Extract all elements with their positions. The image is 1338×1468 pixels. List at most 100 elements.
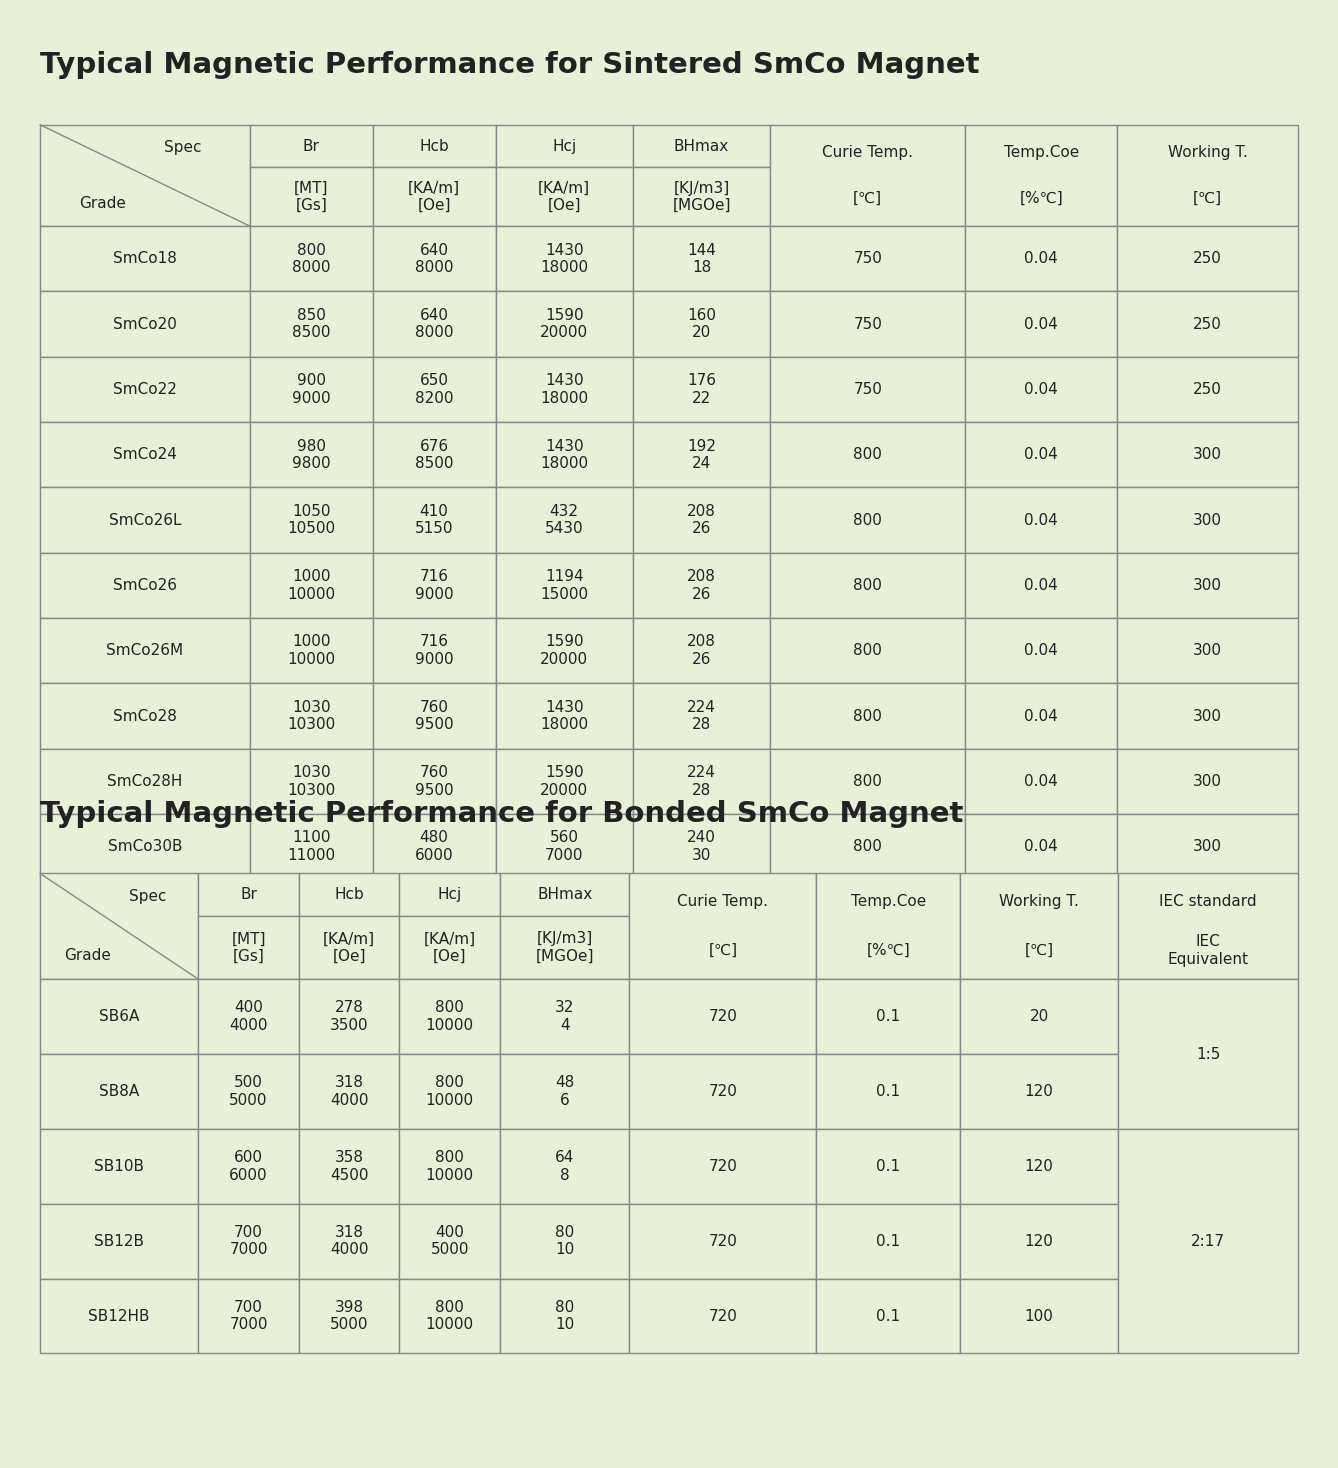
Text: Hcj: Hcj xyxy=(553,138,577,154)
Text: 120: 120 xyxy=(1025,1233,1053,1249)
Text: 800
10000: 800 10000 xyxy=(425,1149,474,1183)
Text: 1590
20000: 1590 20000 xyxy=(541,308,589,341)
Text: 800: 800 xyxy=(854,840,882,854)
Text: 980
9800: 980 9800 xyxy=(292,439,330,471)
Text: 700
7000: 700 7000 xyxy=(229,1224,268,1258)
Bar xyxy=(771,291,965,357)
Text: 398
5000: 398 5000 xyxy=(330,1299,368,1333)
Text: Br: Br xyxy=(302,138,320,154)
Text: 432
5430: 432 5430 xyxy=(545,504,583,536)
Bar xyxy=(965,291,1117,357)
Text: 240
30: 240 30 xyxy=(688,831,716,863)
Text: SmCo26L: SmCo26L xyxy=(108,512,181,527)
Text: 1194
15000: 1194 15000 xyxy=(541,570,589,602)
Text: 300: 300 xyxy=(1193,643,1222,658)
Bar xyxy=(771,683,965,749)
Bar xyxy=(495,683,633,749)
Text: 750: 750 xyxy=(854,317,882,332)
Bar xyxy=(816,1129,961,1204)
Bar xyxy=(965,552,1117,618)
Bar xyxy=(495,813,633,879)
Bar xyxy=(961,1054,1119,1129)
Text: 716
9000: 716 9000 xyxy=(415,570,454,602)
Text: 64
8: 64 8 xyxy=(555,1149,574,1183)
Text: 800: 800 xyxy=(854,448,882,462)
Text: 300: 300 xyxy=(1193,512,1222,527)
Bar xyxy=(1117,749,1298,813)
Text: 100: 100 xyxy=(1025,1308,1053,1324)
Bar xyxy=(373,167,495,226)
Text: 278
3500: 278 3500 xyxy=(330,1000,368,1033)
Bar xyxy=(495,226,633,291)
Bar xyxy=(633,618,771,683)
Bar xyxy=(633,357,771,421)
Text: BHmax: BHmax xyxy=(674,138,729,154)
Bar xyxy=(40,813,250,879)
Bar xyxy=(633,167,771,226)
Bar xyxy=(250,552,373,618)
Text: 208
26: 208 26 xyxy=(688,634,716,666)
Text: 0.04: 0.04 xyxy=(1025,643,1058,658)
Bar xyxy=(965,421,1117,487)
Text: 800: 800 xyxy=(854,709,882,724)
Bar xyxy=(250,125,373,167)
Text: SmCo24: SmCo24 xyxy=(112,448,177,462)
Bar xyxy=(198,1204,298,1279)
Text: SmCo20: SmCo20 xyxy=(112,317,177,332)
Bar xyxy=(250,421,373,487)
Text: 676
8500: 676 8500 xyxy=(415,439,454,471)
Text: SmCo28: SmCo28 xyxy=(112,709,177,724)
Bar xyxy=(40,749,250,813)
Text: 600
6000: 600 6000 xyxy=(229,1149,268,1183)
Bar xyxy=(771,618,965,683)
Text: Grade: Grade xyxy=(64,948,111,963)
Bar xyxy=(40,1279,198,1353)
Bar xyxy=(1117,552,1298,618)
Bar xyxy=(373,291,495,357)
Bar xyxy=(961,1204,1119,1279)
Bar xyxy=(495,357,633,421)
Bar xyxy=(771,125,965,226)
Bar xyxy=(633,813,771,879)
Bar xyxy=(633,421,771,487)
Bar xyxy=(961,873,1119,979)
Bar xyxy=(816,1279,961,1353)
Text: IEC
Equivalent: IEC Equivalent xyxy=(1168,935,1248,967)
Bar xyxy=(1117,357,1298,421)
Text: 1:5: 1:5 xyxy=(1196,1047,1220,1061)
Text: 480
6000: 480 6000 xyxy=(415,831,454,863)
Text: 1050
10500: 1050 10500 xyxy=(288,504,336,536)
Bar xyxy=(495,487,633,552)
Text: Typical Magnetic Performance for Sintered SmCo Magnet: Typical Magnetic Performance for Sintere… xyxy=(40,51,979,79)
Text: SmCo30B: SmCo30B xyxy=(107,840,182,854)
Bar xyxy=(1117,291,1298,357)
Bar xyxy=(373,125,495,167)
Bar xyxy=(495,291,633,357)
Text: SmCo26: SmCo26 xyxy=(112,578,177,593)
Text: 250: 250 xyxy=(1193,382,1222,396)
Text: 750: 750 xyxy=(854,251,882,266)
Text: 410
5150: 410 5150 xyxy=(415,504,454,536)
Text: SB6A: SB6A xyxy=(99,1009,139,1025)
Text: 400
5000: 400 5000 xyxy=(431,1224,470,1258)
Bar xyxy=(771,552,965,618)
Bar xyxy=(1117,125,1298,226)
Text: IEC standard: IEC standard xyxy=(1159,894,1256,910)
Bar xyxy=(373,421,495,487)
Bar xyxy=(500,916,629,979)
Text: 208
26: 208 26 xyxy=(688,504,716,536)
Bar xyxy=(633,683,771,749)
Text: 0.04: 0.04 xyxy=(1025,512,1058,527)
Text: 1000
10000: 1000 10000 xyxy=(288,634,336,666)
Bar xyxy=(495,749,633,813)
Text: 318
4000: 318 4000 xyxy=(330,1224,368,1258)
Bar xyxy=(198,1279,298,1353)
Bar xyxy=(500,1204,629,1279)
Text: BHmax: BHmax xyxy=(537,887,593,903)
Bar xyxy=(198,979,298,1054)
Bar xyxy=(40,125,250,226)
Bar xyxy=(495,421,633,487)
Bar xyxy=(965,749,1117,813)
Text: [KA/m]
[Oe]: [KA/m] [Oe] xyxy=(424,931,476,964)
Text: 640
8000: 640 8000 xyxy=(415,242,454,275)
